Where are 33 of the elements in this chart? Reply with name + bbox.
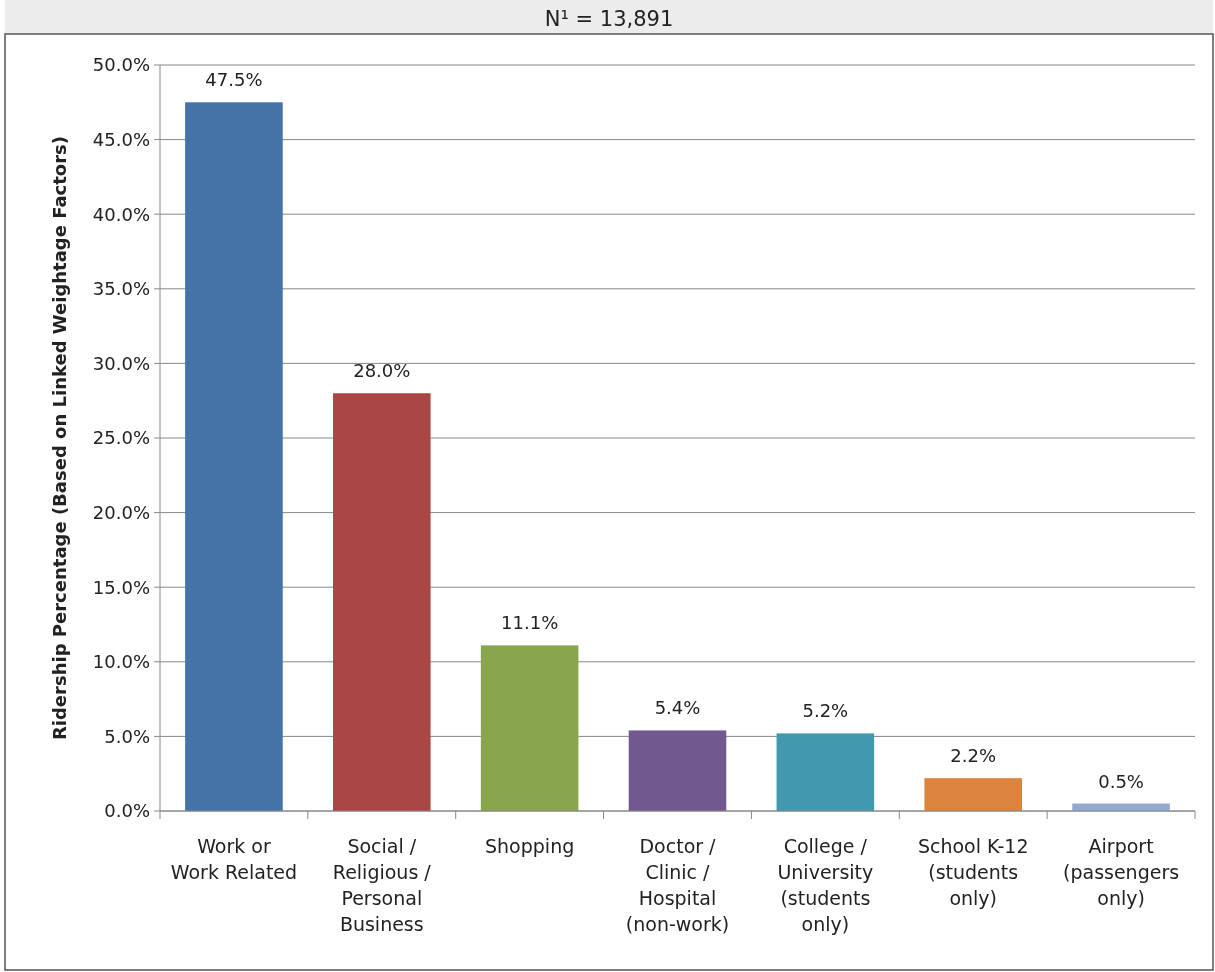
y-tick-label: 5.0% <box>104 725 150 747</box>
y-tick-label: 40.0% <box>92 203 150 225</box>
y-tick-label: 20.0% <box>92 501 150 523</box>
data-label: 47.5% <box>205 69 263 91</box>
chart-title: N¹ = 13,891 <box>544 7 674 31</box>
x-tick-label: Airport (passengers only) <box>1063 835 1180 909</box>
bar <box>924 778 1023 811</box>
y-tick-label: 25.0% <box>92 427 150 449</box>
bar <box>332 393 431 811</box>
y-tick-label: 15.0% <box>92 576 150 598</box>
x-tick-label: School K-12 (students only) <box>917 835 1029 909</box>
bar <box>480 645 579 811</box>
x-tick-label: Doctor / Clinic / Hospital (non-work) <box>625 835 730 935</box>
x-tick-label: Shopping <box>485 835 575 857</box>
y-axis-title: Ridership Percentage (Based on Linked Weightage Factors) <box>49 135 70 741</box>
y-tick-label: 35.0% <box>92 278 150 300</box>
x-tick-label: College / University (students only) <box>777 835 874 935</box>
bar <box>185 102 283 811</box>
y-tick-label: 0.0% <box>104 800 150 822</box>
x-tick-label: Social / Religious / Personal Business <box>332 835 432 935</box>
data-label: 5.4% <box>654 697 701 719</box>
y-tick-label: 30.0% <box>92 352 150 374</box>
data-label: 0.5% <box>1098 770 1144 792</box>
data-label: 28.0% <box>353 360 411 382</box>
bar <box>776 733 875 811</box>
bar <box>628 730 727 811</box>
data-label: 11.1% <box>501 612 559 634</box>
y-tick-label: 45.0% <box>92 128 150 150</box>
y-tick-label: 10.0% <box>92 651 150 673</box>
data-label: 2.2% <box>950 745 997 767</box>
data-label: 5.2% <box>802 700 849 722</box>
y-tick-label: 50.0% <box>92 54 150 76</box>
x-tick-label: Work or Work Related <box>170 835 298 883</box>
